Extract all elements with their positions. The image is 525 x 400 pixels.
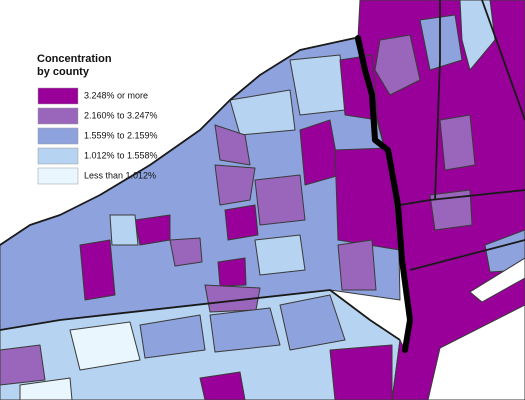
legend-swatch — [37, 127, 79, 145]
county — [329, 344, 393, 400]
county — [289, 54, 346, 116]
legend-title: Concentration — [37, 53, 112, 65]
county — [0, 344, 46, 386]
county — [217, 257, 247, 287]
county — [429, 189, 473, 231]
river-line — [355, 35, 413, 353]
state-border — [434, 0, 441, 201]
county — [199, 371, 246, 400]
state-border — [399, 189, 525, 206]
county — [229, 89, 296, 136]
state-border — [409, 239, 525, 271]
legend-label: 1.012% to 1.558% — [84, 150, 158, 160]
county — [134, 214, 171, 246]
county — [224, 204, 259, 241]
legend-swatch — [37, 167, 79, 185]
county — [79, 239, 116, 301]
county — [254, 234, 306, 276]
county — [69, 321, 141, 371]
county — [419, 14, 463, 71]
state-border — [0, 289, 401, 341]
county — [254, 174, 306, 226]
county — [337, 239, 377, 291]
county — [169, 237, 203, 267]
county — [109, 214, 139, 246]
legend-swatch — [37, 107, 79, 125]
county — [209, 307, 281, 353]
county — [279, 294, 346, 351]
state-border — [0, 37, 356, 246]
legend-label: 1.559% to 2.159% — [84, 130, 158, 140]
county — [214, 164, 256, 206]
county — [439, 114, 476, 171]
legend-label: 3.248% or more — [84, 90, 148, 100]
county — [484, 229, 525, 273]
legend-swatch — [37, 87, 79, 105]
ocean — [427, 304, 525, 400]
state-border — [481, 0, 525, 121]
legend-label: 2.160% to 3.247% — [84, 110, 158, 120]
legend: Concentration by county 3.248% or more 2.… — [37, 53, 158, 185]
county — [214, 124, 251, 166]
legend-items: 3.248% or more 2.160% to 3.247% 1.559% to … — [37, 87, 158, 185]
legend-title: by county — [37, 66, 90, 78]
legend-swatch — [37, 147, 79, 165]
sound — [469, 257, 525, 303]
legend-label: Less than 1.012% — [84, 170, 156, 180]
county — [459, 0, 496, 71]
county — [374, 34, 421, 96]
county — [139, 314, 206, 359]
county — [19, 377, 73, 400]
